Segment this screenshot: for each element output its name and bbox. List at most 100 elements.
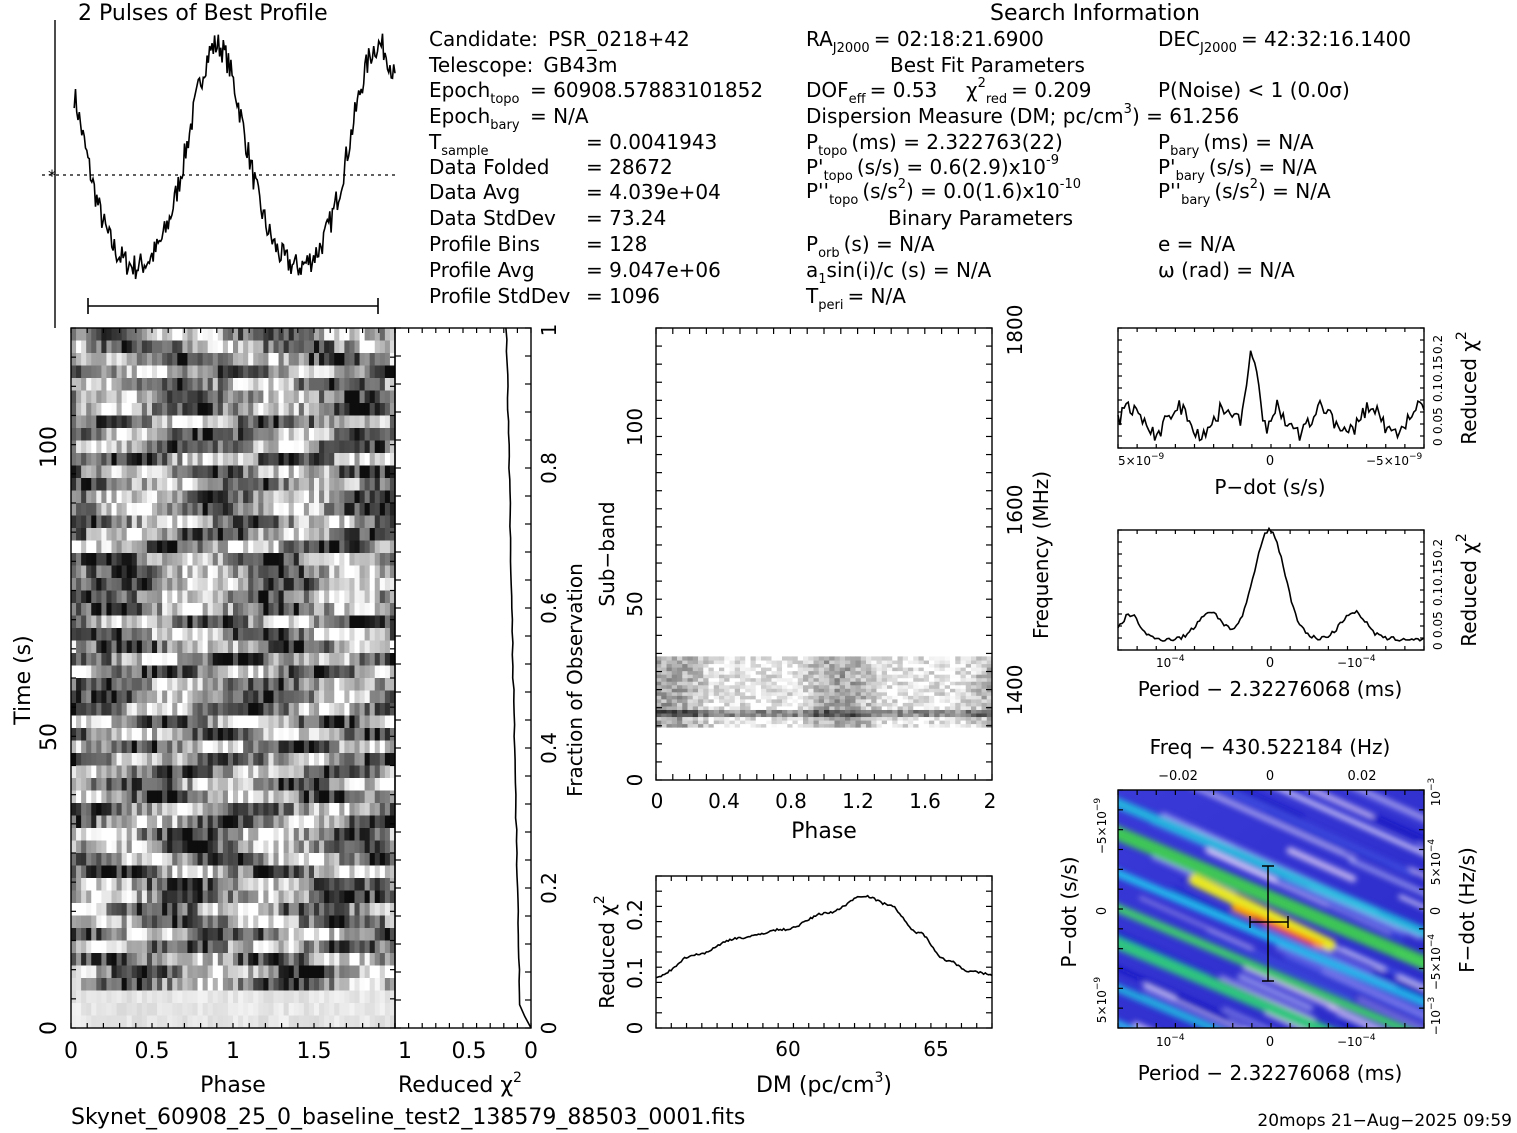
- tp-cell: [91, 790, 97, 804]
- tp-cell: [263, 715, 270, 729]
- tp-cell: [354, 465, 361, 479]
- tp-cell: [91, 503, 97, 517]
- tp-cell: [96, 503, 102, 517]
- tp-cell: [177, 628, 183, 642]
- tp-cell: [111, 978, 118, 992]
- sb-cell: [813, 670, 820, 675]
- tp-cell: [389, 990, 395, 1004]
- tp-cell: [182, 965, 189, 979]
- tp-cell: [298, 528, 305, 542]
- sb-cell: [740, 681, 746, 686]
- tp-cell: [131, 590, 138, 604]
- tp-cell: [207, 528, 214, 542]
- tp-cell: [273, 465, 280, 479]
- tp-cell: [374, 728, 381, 742]
- tp-cell: [227, 615, 234, 629]
- tp-cell: [349, 628, 356, 642]
- tp-cell: [192, 453, 199, 467]
- tp-cell: [308, 928, 315, 942]
- tp-cell: [227, 840, 234, 854]
- sb-cell: [834, 698, 841, 703]
- tp-cell: [263, 503, 270, 517]
- tp-cell: [364, 490, 371, 504]
- tp-cell: [101, 815, 108, 829]
- tp-cell: [359, 853, 366, 867]
- sb-cell: [808, 674, 815, 679]
- sb-cell: [876, 695, 883, 700]
- tp-cell: [379, 403, 386, 417]
- tp-cell: [172, 715, 178, 729]
- tp-cell: [324, 578, 330, 592]
- tp-cell: [334, 403, 340, 417]
- tp-cell: [76, 515, 82, 529]
- tp-cell: [106, 765, 113, 779]
- tp-cell: [192, 465, 199, 479]
- sb-cell: [976, 716, 983, 721]
- tp-cell: [101, 890, 108, 904]
- tp-cell: [278, 703, 285, 717]
- sb-cell: [776, 695, 783, 700]
- tp-cell: [212, 978, 219, 992]
- sb-cell: [955, 681, 962, 686]
- tp-cell: [86, 803, 92, 817]
- tp-cell: [283, 715, 290, 729]
- tp-cell: [389, 340, 395, 354]
- tp-cell: [253, 915, 259, 929]
- tp-cell: [227, 415, 234, 429]
- tp-cell: [167, 678, 173, 692]
- tp-cell: [359, 915, 366, 929]
- tp-cell: [96, 528, 102, 542]
- tp-cell: [76, 678, 82, 692]
- tp-cell: [283, 590, 290, 604]
- tp-cell: [253, 453, 259, 467]
- tp-cell: [278, 453, 285, 467]
- tp-cell: [324, 1003, 330, 1017]
- sb-cell: [818, 670, 825, 675]
- sb-cell: [782, 695, 788, 700]
- tp-cell: [187, 415, 194, 429]
- tp-cell: [187, 1015, 194, 1028]
- sb-cell: [897, 663, 904, 668]
- sb-cell: [750, 695, 757, 700]
- sb-cell: [692, 688, 699, 693]
- tp-cell: [227, 490, 234, 504]
- tp-cell: [314, 765, 320, 779]
- tp-cell: [389, 490, 395, 504]
- tp-cell: [263, 815, 270, 829]
- tp-cell: [76, 903, 82, 917]
- tp-cell: [293, 665, 300, 679]
- tp-cell: [359, 940, 366, 954]
- sb-cell: [860, 667, 867, 672]
- tp-cell: [268, 928, 275, 942]
- tp-cell: [71, 778, 77, 792]
- sb-cell: [908, 688, 914, 693]
- tp-cell: [101, 853, 108, 867]
- tp-cell: [212, 403, 219, 417]
- tp-cell: [344, 628, 351, 642]
- tp-cell: [126, 353, 133, 367]
- tp-cell: [329, 790, 335, 804]
- tp-cell: [369, 803, 376, 817]
- tp-cell: [283, 690, 290, 704]
- tp-cell: [344, 390, 351, 404]
- tp-cell: [202, 790, 209, 804]
- sb-cell: [703, 684, 710, 689]
- sb-cell: [729, 716, 736, 721]
- tp-cell: [222, 703, 229, 717]
- sb-cell: [976, 698, 983, 703]
- tp-cell: [106, 465, 113, 479]
- tp-cell: [349, 740, 356, 754]
- sb-cell: [897, 709, 904, 714]
- tp-cell: [324, 640, 330, 654]
- tp-cell: [273, 640, 280, 654]
- tp-cell: [339, 628, 345, 642]
- tp-cell: [329, 890, 335, 904]
- tp-cell: [359, 753, 366, 767]
- tp-cell: [152, 565, 158, 579]
- tp-cell: [314, 703, 320, 717]
- tp-cell: [258, 503, 264, 517]
- tp-cell: [293, 453, 300, 467]
- tp-cell: [324, 653, 330, 667]
- tp-cell: [197, 690, 204, 704]
- tp-cell: [283, 328, 290, 342]
